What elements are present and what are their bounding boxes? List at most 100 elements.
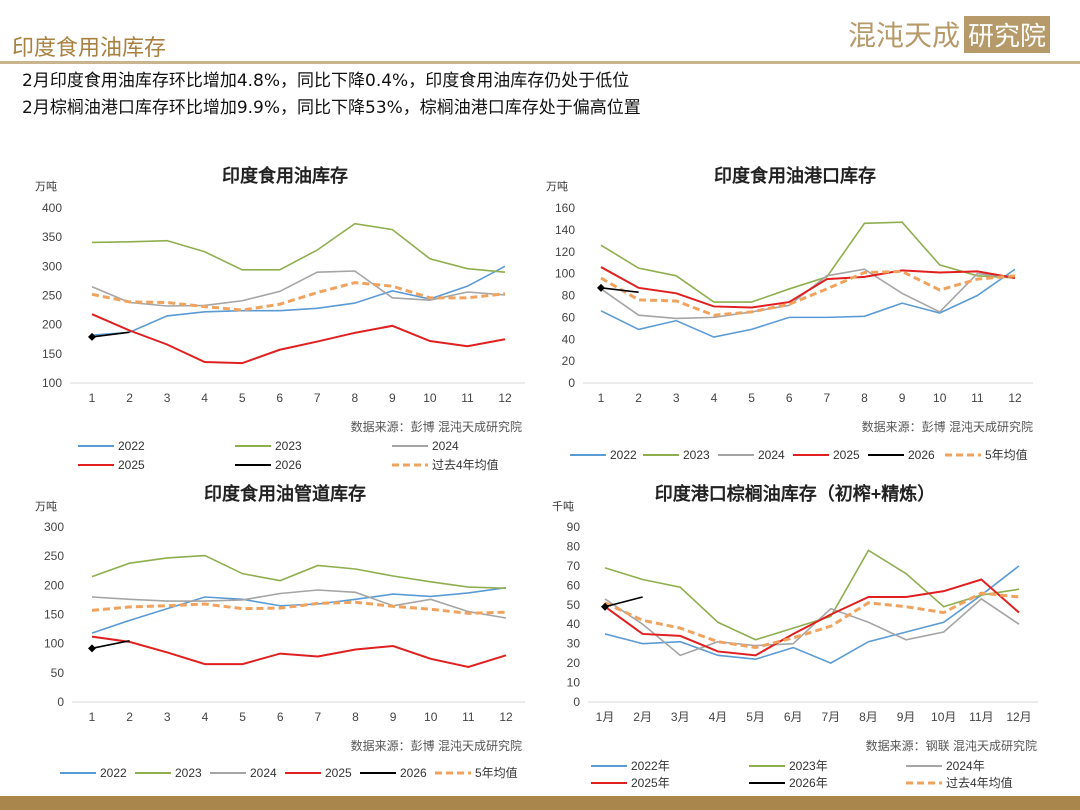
x-tick-label: 7月 xyxy=(821,710,840,724)
x-tick-label: 8月 xyxy=(859,710,878,724)
x-tick-label: 11 xyxy=(461,391,474,405)
series-line-2024 xyxy=(91,589,507,619)
legend-label-2022: 2022年 xyxy=(631,759,670,773)
x-tick-label: 4月 xyxy=(709,710,728,724)
series-line-2023 xyxy=(91,554,507,590)
x-tick-label: 1 xyxy=(598,391,605,405)
series-line-2023 xyxy=(600,221,1016,303)
x-tick-label: 6月 xyxy=(784,710,803,724)
x-tick-label: 2月 xyxy=(633,710,652,724)
legend-label-avg: 5年均值 xyxy=(985,447,1028,462)
x-tick-label: 9 xyxy=(899,391,906,405)
series-marker-2026 xyxy=(597,283,605,292)
x-tick-label: 7 xyxy=(314,710,321,724)
series-line-2022 xyxy=(604,565,1020,664)
x-tick-label: 6 xyxy=(786,391,793,405)
y-tick-label: 150 xyxy=(42,347,62,361)
y-tick-label: 100 xyxy=(44,637,64,651)
x-tick-label: 1月 xyxy=(596,710,615,724)
legend-label-2026: 2026 xyxy=(275,458,302,472)
y-unit-label: 千吨 xyxy=(552,500,574,513)
y-tick-label: 200 xyxy=(44,578,64,592)
x-tick-label: 8 xyxy=(861,391,868,405)
y-tick-label: 60 xyxy=(567,578,581,592)
y-tick-label: 250 xyxy=(42,289,62,303)
legend-label-2022: 2022 xyxy=(118,439,145,453)
source-note: 数据来源：彭博 混沌天成研究院 xyxy=(862,419,1033,434)
legend-label-2026: 2026年 xyxy=(789,776,828,790)
y-tick-label: 70 xyxy=(567,559,581,573)
footer-bar xyxy=(0,796,1080,810)
y-tick-label: 400 xyxy=(42,201,62,215)
x-tick-label: 8 xyxy=(352,710,359,724)
x-tick-label: 10 xyxy=(424,710,438,724)
series-line-2025 xyxy=(91,313,506,365)
source-note: 数据来源：彭博 混沌天成研究院 xyxy=(351,738,522,753)
y-tick-label: 90 xyxy=(567,520,581,534)
y-tick-label: 0 xyxy=(57,695,64,709)
x-tick-label: 10月 xyxy=(931,710,956,724)
legend-label-2023: 2023年 xyxy=(789,759,828,773)
x-tick-label: 3 xyxy=(164,710,171,724)
series-line-2022 xyxy=(91,265,506,336)
series-line-avg xyxy=(600,269,1016,317)
legend-label-2022: 2022 xyxy=(100,766,127,780)
legend-label-2024: 2024年 xyxy=(946,759,985,773)
y-tick-label: 20 xyxy=(562,354,576,368)
series-line-2024 xyxy=(600,268,1016,320)
y-tick-label: 300 xyxy=(42,259,62,273)
y-tick-label: 40 xyxy=(567,617,581,631)
y-unit-label: 万吨 xyxy=(546,180,568,193)
legend-label-avg: 过去4年均值 xyxy=(946,775,1013,790)
x-tick-label: 9 xyxy=(389,391,396,405)
y-tick-label: 10 xyxy=(567,676,581,690)
legend-label-2025: 2025 xyxy=(833,448,860,462)
y-tick-label: 350 xyxy=(42,230,62,244)
y-tick-label: 250 xyxy=(44,549,64,563)
source-note: 数据来源：彭博 混沌天成研究院 xyxy=(351,419,522,434)
series-line-2026 xyxy=(91,639,130,650)
x-tick-label: 11 xyxy=(971,391,984,405)
x-tick-label: 4 xyxy=(201,391,208,405)
legend-label-2024: 2024 xyxy=(432,439,459,453)
logo-text: 混沌天成 xyxy=(848,19,961,52)
legend-label-2024: 2024 xyxy=(250,766,277,780)
x-tick-label: 3 xyxy=(164,391,171,405)
legend-label-2023: 2023 xyxy=(175,766,202,780)
chart-4: 印度港口棕榈油库存（初榨+精炼） 千吨 0 10 20 30 40 50 60 70 80 90 1月 2… xyxy=(552,483,1038,790)
legend-label-avg: 5年均值 xyxy=(475,765,518,780)
x-tick-label: 9月 xyxy=(897,710,916,724)
y-tick-label: 60 xyxy=(562,310,576,324)
y-unit-label: 万吨 xyxy=(35,180,57,193)
legend-label-2022: 2022 xyxy=(610,448,637,462)
legend-label-2026: 2026 xyxy=(400,766,427,780)
x-tick-label: 12 xyxy=(499,710,513,724)
x-tick-label: 12 xyxy=(1008,391,1022,405)
legend-label-2025: 2025 xyxy=(118,458,145,472)
legend-label-avg: 过去4年均值 xyxy=(432,457,499,472)
y-tick-label: 50 xyxy=(567,598,581,612)
source-note: 数据来源：钢联 混沌天成研究院 xyxy=(866,738,1037,753)
y-tick-label: 50 xyxy=(51,666,65,680)
x-tick-label: 5 xyxy=(239,710,246,724)
y-tick-label: 300 xyxy=(44,520,64,534)
series-line-2023 xyxy=(604,549,1020,641)
x-tick-label: 4 xyxy=(202,710,209,724)
y-tick-label: 0 xyxy=(568,376,575,390)
x-tick-label: 11月 xyxy=(969,710,993,724)
page-title: 印度食用油库存 xyxy=(12,36,167,61)
y-tick-label: 100 xyxy=(42,376,62,390)
x-tick-label: 11 xyxy=(462,710,475,724)
series-line-avg xyxy=(91,600,507,615)
legend-label-2023: 2023 xyxy=(275,439,302,453)
y-tick-label: 20 xyxy=(567,656,581,670)
series-line-2024 xyxy=(604,597,1020,657)
logo-box: 研究院 xyxy=(964,15,1051,53)
y-tick-label: 80 xyxy=(562,289,576,303)
x-tick-label: 5 xyxy=(239,391,246,405)
chart-title: 印度食用油管道库存 xyxy=(204,483,366,504)
series-line-2025 xyxy=(600,266,1016,309)
y-tick-label: 80 xyxy=(567,539,581,553)
